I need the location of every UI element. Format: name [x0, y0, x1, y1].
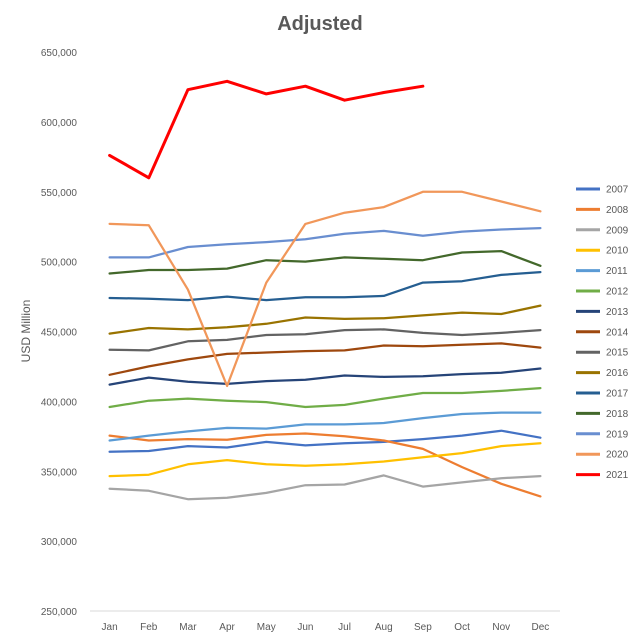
x-tick-label: Feb	[140, 622, 158, 633]
legend-item-2012: 2012	[576, 287, 629, 298]
x-tick-label: Jun	[297, 622, 313, 633]
series-line-2012	[108, 386, 542, 409]
y-tick-labels: 250,000 300,000 350,000 400,000 450,000 500,0…	[41, 48, 78, 618]
series-line-2021	[108, 79, 425, 180]
legend-label: 2018	[606, 409, 629, 420]
legend: 2007 2008 2009 2010 2011 2012 2013 2014 2015 2016…	[576, 185, 629, 481]
y-tick-label: 400,000	[41, 397, 78, 408]
legend-label: 2011	[606, 266, 628, 277]
x-tick-label: Mar	[179, 622, 197, 633]
legend-label: 2013	[606, 307, 629, 318]
legend-label: 2016	[606, 368, 629, 379]
y-tick-label: 600,000	[41, 118, 78, 129]
x-tick-label: Jan	[102, 622, 118, 633]
legend-item-2011: 2011	[576, 266, 628, 277]
series-line-2007	[108, 429, 542, 453]
series-line-2011	[108, 411, 542, 442]
y-tick-label: 350,000	[41, 467, 78, 478]
x-tick-label: May	[257, 622, 276, 633]
x-tick-label: Sep	[414, 622, 432, 633]
legend-label: 2015	[606, 348, 629, 359]
legend-label: 2012	[606, 287, 629, 298]
legend-label: 2008	[606, 205, 629, 216]
x-tick-label: Jul	[338, 622, 351, 633]
y-tick-label: 300,000	[41, 537, 78, 548]
legend-item-2017: 2017	[576, 389, 629, 400]
legend-label: 2014	[606, 327, 629, 338]
legend-item-2018: 2018	[576, 409, 629, 420]
legend-label: 2017	[606, 389, 629, 400]
legend-item-2016: 2016	[576, 368, 629, 379]
series-line-2009	[108, 474, 542, 501]
legend-item-2015: 2015	[576, 348, 629, 359]
series-lines	[108, 79, 542, 501]
x-tick-label: Nov	[492, 622, 510, 633]
series-line-2008	[108, 432, 542, 498]
chart-title: Adjusted	[277, 13, 363, 35]
legend-label: 2019	[606, 429, 629, 440]
x-tick-label: Oct	[454, 622, 470, 633]
y-tick-label: 500,000	[41, 258, 78, 269]
legend-item-2009: 2009	[576, 225, 629, 236]
legend-item-2007: 2007	[576, 185, 629, 196]
legend-item-2008: 2008	[576, 205, 629, 216]
series-line-2010	[108, 442, 542, 478]
y-axis-label: USD Million	[19, 300, 33, 363]
series-line-2016	[108, 304, 542, 335]
legend-item-2014: 2014	[576, 327, 629, 338]
legend-item-2019: 2019	[576, 429, 629, 440]
y-tick-label: 550,000	[41, 188, 78, 199]
legend-label: 2020	[606, 450, 629, 461]
y-tick-label: 650,000	[41, 48, 78, 59]
legend-label: 2007	[606, 185, 629, 196]
series-line-2013	[108, 367, 542, 386]
x-tick-label: Aug	[375, 622, 393, 633]
legend-item-2020: 2020	[576, 450, 629, 461]
series-line-2020	[108, 190, 542, 388]
legend-label: 2021	[606, 470, 629, 481]
y-tick-label: 450,000	[41, 328, 78, 339]
legend-label: 2010	[606, 246, 629, 257]
series-line-2018	[108, 249, 542, 275]
x-tick-label: Dec	[532, 622, 550, 633]
series-line-2019	[108, 226, 542, 259]
series-line-2014	[108, 342, 542, 376]
series-line-2017	[108, 270, 542, 302]
legend-item-2021: 2021	[576, 470, 629, 481]
series-line-2015	[108, 328, 542, 352]
y-tick-label: 250,000	[41, 607, 78, 618]
legend-label: 2009	[606, 225, 629, 236]
x-tick-labels: Jan Feb Mar Apr May Jun Jul Aug Sep Oct Nov Dec	[102, 622, 550, 633]
x-tick-label: Apr	[219, 622, 235, 633]
legend-item-2010: 2010	[576, 246, 629, 257]
legend-item-2013: 2013	[576, 307, 629, 318]
